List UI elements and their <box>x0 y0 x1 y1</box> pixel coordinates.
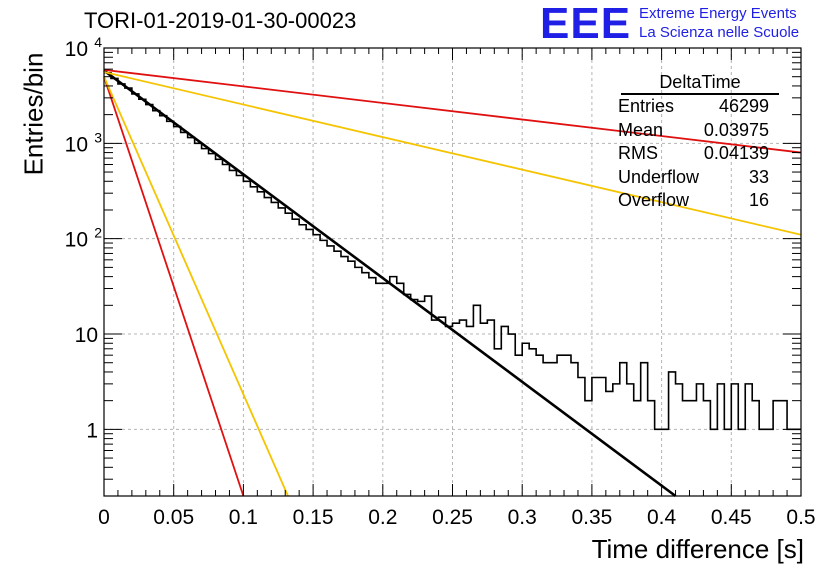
stats-label: Entries <box>618 96 675 116</box>
x-tick-label: 0.2 <box>368 506 397 529</box>
x-tick-label: 0.4 <box>647 506 677 529</box>
stats-row-mean: Mean 0.03975 <box>611 119 773 143</box>
y-tick-exponent: 3 <box>94 129 102 145</box>
y-tick-exponent: 2 <box>94 225 102 241</box>
grid-lines <box>104 48 801 496</box>
stats-value: 16 <box>748 190 769 210</box>
stats-label: RMS <box>618 143 658 163</box>
y-axis-label: Entries/bin <box>18 52 49 176</box>
x-tick-label: 0.15 <box>293 506 334 529</box>
x-tick-label: 0.1 <box>229 506 258 529</box>
logo-line-2: La Scienza nelle Scuole <box>639 24 800 41</box>
logo-line-1: Extreme Energy Events <box>639 5 797 22</box>
stats-value: 0.04139 <box>703 143 769 163</box>
y-tick-label: 10 <box>75 324 98 347</box>
y-tick-base: 10 <box>65 133 88 156</box>
logo-mark: EEE <box>540 0 632 48</box>
y-tick-base: 10 <box>65 229 88 252</box>
histogram <box>104 71 801 431</box>
y-tick-exponent: 4 <box>94 34 102 50</box>
stats-title: DeltaTime <box>621 72 779 95</box>
y-tick-base: 10 <box>65 38 88 61</box>
stats-row-rms: RMS 0.04139 <box>611 142 773 166</box>
histogram-outline <box>104 71 801 431</box>
fit-curves <box>103 68 802 498</box>
stats-label: Overflow <box>618 190 690 210</box>
stats-value: 46299 <box>718 96 769 116</box>
stats-box: DeltaTime Entries 46299 Mean 0.03975 RMS… <box>611 72 779 213</box>
y-tick-label: 1 <box>86 419 98 442</box>
run-title: TORI-01-2019-01-30-00023 <box>84 8 357 33</box>
x-tick-label: 0.35 <box>571 506 612 529</box>
y-tick-label: 10 3 <box>65 129 103 156</box>
stats-value: 33 <box>748 166 769 187</box>
axis-ticks <box>103 47 802 497</box>
stats-row-overflow: Overflow 16 <box>611 189 773 213</box>
series-line-1 <box>103 68 802 154</box>
stats-row-entries: Entries 46299 <box>611 95 773 119</box>
x-tick-label: 0.5 <box>786 506 815 529</box>
x-tick-label: 0.25 <box>432 506 473 529</box>
x-tick-label: 0.05 <box>153 506 194 529</box>
series-line-0 <box>103 69 677 498</box>
stats-label: Underflow <box>618 166 700 187</box>
x-tick-label: 0.3 <box>508 506 537 529</box>
stats-label: Mean <box>618 119 664 140</box>
x-tick-label: 0.45 <box>711 506 752 529</box>
x-tick-label: 0 <box>98 506 110 529</box>
x-axis-label: Time difference [s] <box>591 534 804 564</box>
logo-text: Extreme Energy Events La Scienza nelle S… <box>639 4 799 42</box>
series-line-4 <box>103 76 289 497</box>
y-tick-labels: 1 10 10 2 10 3 10 4 <box>65 34 103 442</box>
series-line-3 <box>103 76 245 497</box>
eee-logo: EEE Extreme Energy Events La Scienza nel… <box>540 2 799 46</box>
y-tick-label: 10 2 <box>65 225 103 252</box>
y-tick-label: 10 4 <box>65 34 103 61</box>
series-line-2 <box>103 71 802 236</box>
x-tick-labels: 0 0.05 0.1 0.15 0.2 0.25 0.3 0.35 0.4 0.45 0.5 <box>98 506 815 529</box>
stats-value: 0.03975 <box>703 119 769 140</box>
stats-row-underflow: Underflow 33 <box>611 166 773 190</box>
